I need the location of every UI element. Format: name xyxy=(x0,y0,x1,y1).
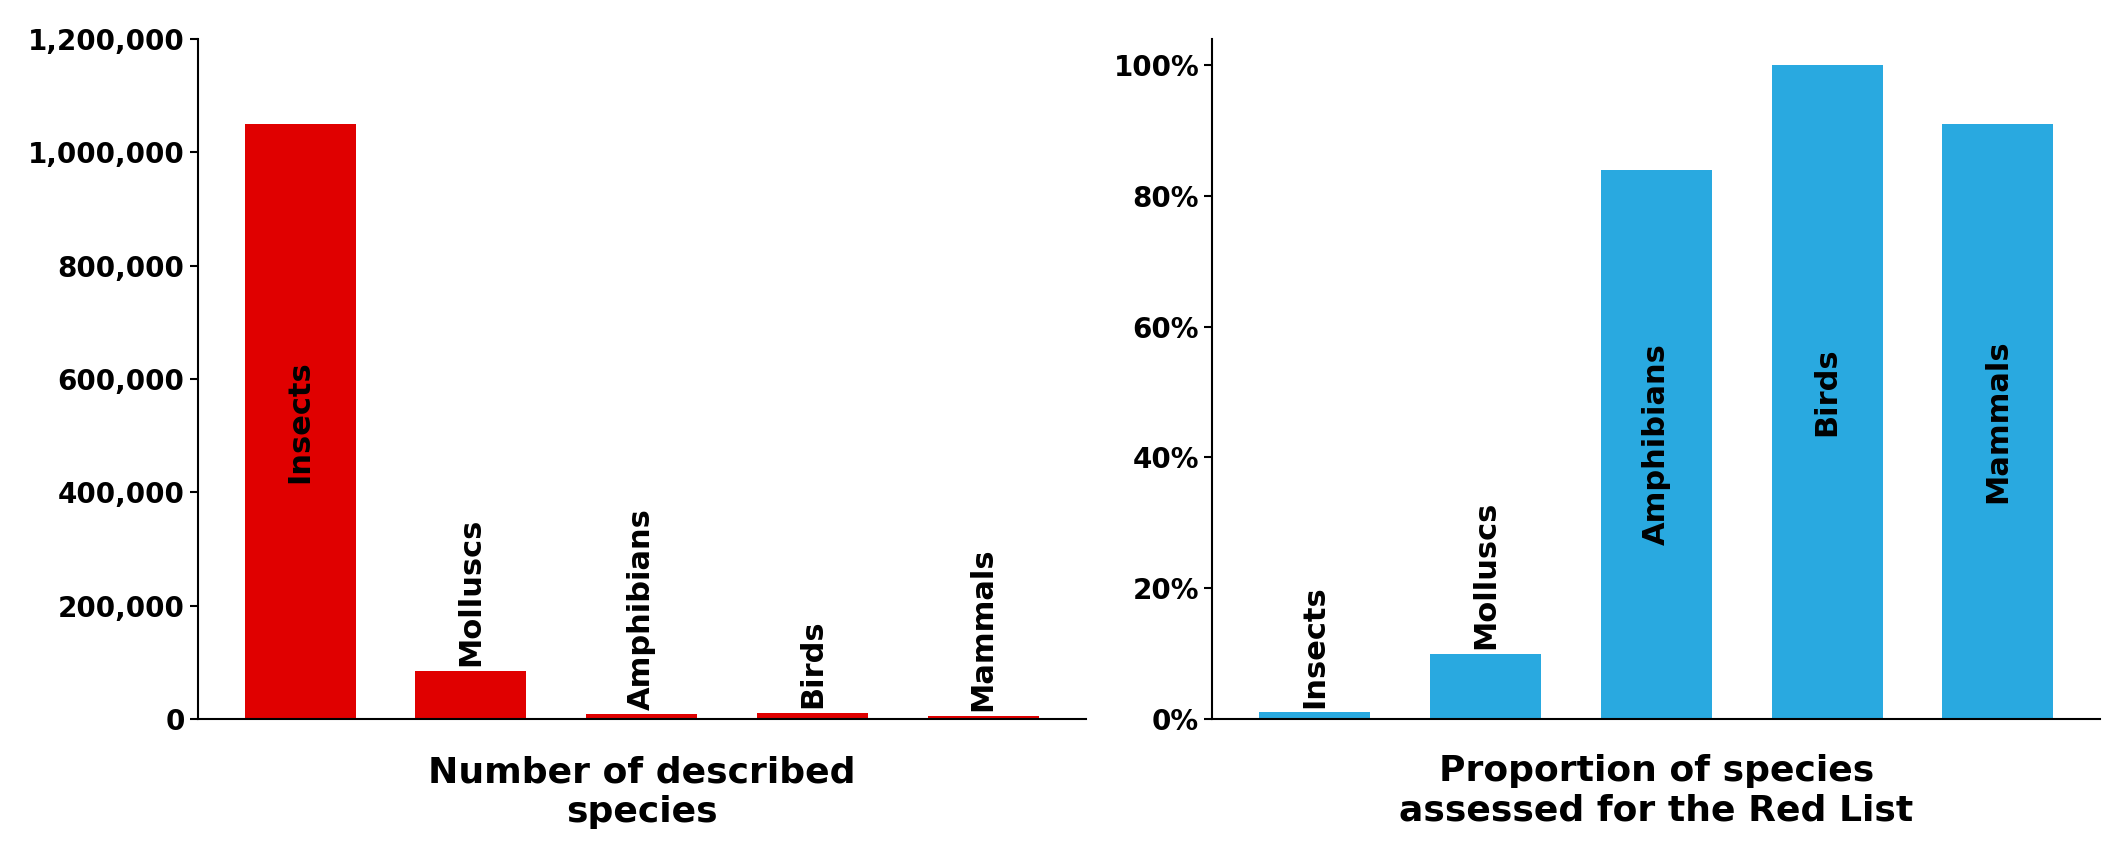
Bar xyxy=(1770,65,1883,719)
Bar xyxy=(1600,170,1711,719)
Bar xyxy=(1430,654,1541,719)
Bar xyxy=(928,716,1038,719)
Text: Mammals: Mammals xyxy=(968,548,998,711)
Bar xyxy=(758,713,868,719)
Text: Mammals: Mammals xyxy=(1983,339,2013,503)
Text: Birds: Birds xyxy=(1813,348,1841,436)
Text: Molluscs: Molluscs xyxy=(1470,500,1500,649)
Bar xyxy=(415,671,526,719)
X-axis label: Proportion of species
assessed for the Red List: Proportion of species assessed for the R… xyxy=(1398,754,1913,827)
Text: Amphibians: Amphibians xyxy=(628,508,655,710)
Bar xyxy=(245,123,355,719)
Bar xyxy=(1260,712,1370,719)
Bar xyxy=(1943,123,2054,719)
Text: Amphibians: Amphibians xyxy=(1643,344,1670,545)
Text: Insects: Insects xyxy=(1300,585,1330,708)
X-axis label: Number of described
species: Number of described species xyxy=(428,756,855,830)
Text: Insects: Insects xyxy=(285,360,315,482)
Text: Birds: Birds xyxy=(798,620,828,708)
Text: Molluscs: Molluscs xyxy=(455,518,485,666)
Bar xyxy=(585,715,698,719)
